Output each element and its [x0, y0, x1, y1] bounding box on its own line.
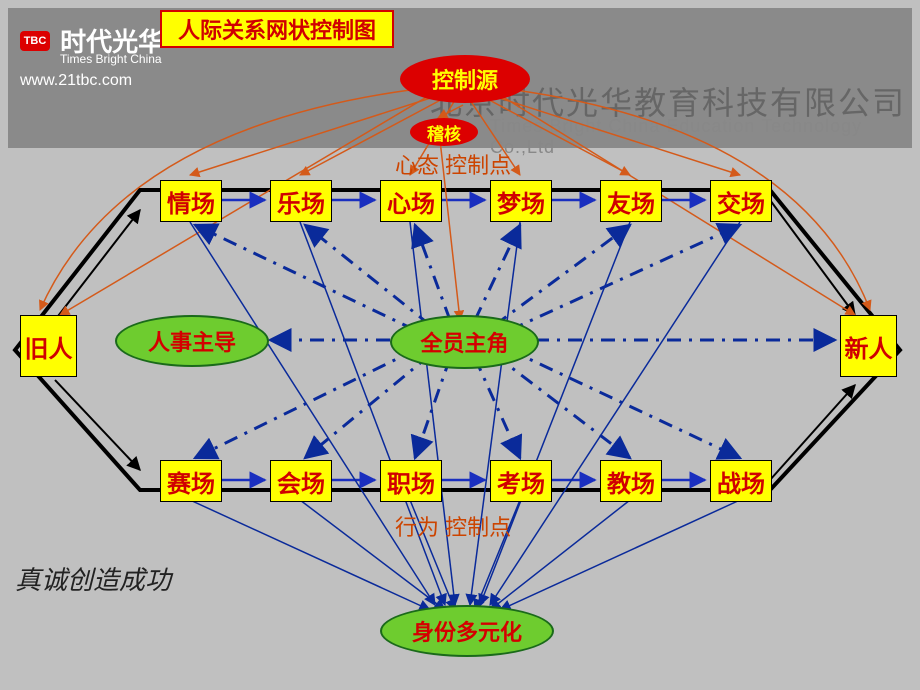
box-bot-3: 考场: [490, 460, 552, 502]
box-top-1: 乐场: [270, 180, 332, 222]
box-top-5: 交场: [710, 180, 772, 222]
box-bot-5: 战场: [710, 460, 772, 502]
oval-control-source: 控制源: [400, 55, 530, 103]
box-bot-2: 职场: [380, 460, 442, 502]
box-bot-0: 赛场: [160, 460, 222, 502]
box-top-2: 心场: [380, 180, 442, 222]
logo-url: www.21tbc.com: [20, 72, 132, 90]
box-top-4: 友场: [600, 180, 662, 222]
blue-converge: [190, 222, 740, 610]
slide-canvas: TBC 时代光华 Times Bright China www.21tbc.co…: [0, 0, 920, 690]
box-left: 旧人: [20, 315, 77, 377]
oval-check-core: 稽核: [410, 118, 478, 146]
box-bot-4: 教场: [600, 460, 662, 502]
oval-hr-lead: 人事主导: [115, 315, 269, 367]
box-right: 新人: [840, 315, 897, 377]
logo-en: Times Bright China: [60, 52, 162, 66]
label-top: 心态 控制点: [395, 148, 511, 180]
label-bottom: 行为 控制点: [395, 510, 511, 542]
box-top-3: 梦场: [490, 180, 552, 222]
oval-all-lead: 全员主角: [390, 315, 539, 369]
watermark-en: Times Bright China Education Technology …: [490, 116, 920, 158]
oval-identity: 身份多元化: [380, 605, 554, 657]
box-bot-1: 会场: [270, 460, 332, 502]
diagram-title: 人际关系网状控制图: [160, 10, 394, 48]
script-slogan: 真诚创造成功: [15, 560, 171, 597]
box-top-0: 情场: [160, 180, 222, 222]
